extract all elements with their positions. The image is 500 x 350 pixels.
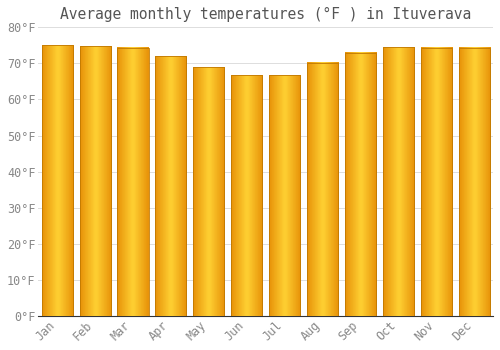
Bar bbox=[156, 56, 186, 316]
Bar bbox=[193, 67, 224, 316]
Title: Average monthly temperatures (°F ) in Ituverava: Average monthly temperatures (°F ) in It… bbox=[60, 7, 472, 22]
Bar bbox=[118, 48, 148, 316]
Bar bbox=[458, 48, 490, 316]
Bar bbox=[42, 46, 72, 316]
Bar bbox=[383, 47, 414, 316]
Bar bbox=[345, 52, 376, 316]
Bar bbox=[80, 46, 110, 316]
Bar bbox=[307, 63, 338, 316]
Bar bbox=[231, 75, 262, 316]
Bar bbox=[269, 75, 300, 316]
Bar bbox=[420, 48, 452, 316]
